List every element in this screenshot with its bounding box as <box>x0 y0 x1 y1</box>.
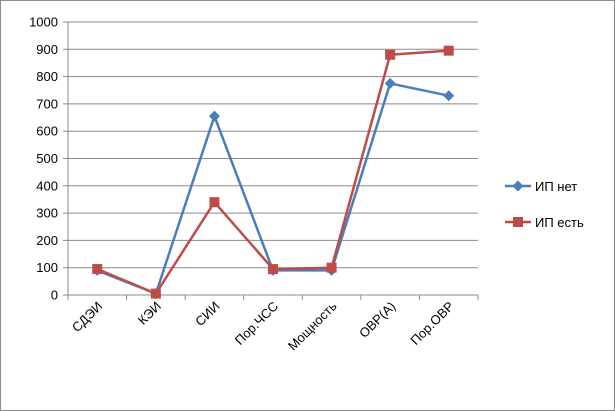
data-point <box>385 49 396 60</box>
y-tick-label: 200 <box>36 233 58 248</box>
y-tick-label: 700 <box>36 96 58 111</box>
x-tick-label: СДЭИ <box>69 299 105 335</box>
y-tick-label: 900 <box>36 42 58 57</box>
data-point <box>268 264 278 275</box>
x-tick-label: ОВР(А) <box>356 299 398 341</box>
legend-marker <box>513 217 523 227</box>
y-tick-label: 1000 <box>29 15 58 30</box>
y-tick-label: 300 <box>36 206 58 221</box>
data-point <box>150 288 161 299</box>
data-point <box>92 264 103 275</box>
y-axis-ticks: 0 100 200 300 400 500 600 700 800 900 1000 <box>29 15 58 303</box>
data-point <box>208 110 220 122</box>
legend-label: ИП есть <box>535 215 584 230</box>
data-point <box>443 45 454 56</box>
x-axis-ticks: СДЭИ КЭИ СИИ Пор.ЧСС Мощность ОВР(А) Пор.ОВР <box>69 298 457 353</box>
x-tick-label: КЭИ <box>135 299 164 328</box>
series-group <box>91 45 455 300</box>
series-2 <box>92 45 454 299</box>
series-line <box>96 49 449 295</box>
axes <box>63 21 479 300</box>
data-point <box>443 90 455 102</box>
x-tick-label: Пор.ОВР <box>407 299 456 348</box>
legend: ИП нет ИП есть <box>505 179 584 230</box>
gridlines <box>68 21 478 269</box>
x-tick-label: СИИ <box>192 299 222 329</box>
y-tick-label: 0 <box>51 288 58 303</box>
y-tick-label: 500 <box>36 151 58 166</box>
x-tick-label: Пор.ЧСС <box>232 299 281 348</box>
data-point <box>209 197 220 208</box>
y-tick-label: 100 <box>36 260 58 275</box>
series-line <box>96 82 449 295</box>
legend-item: ИП есть <box>505 215 584 230</box>
legend-marker <box>512 180 524 192</box>
legend-item: ИП нет <box>505 179 577 194</box>
data-point <box>326 262 337 273</box>
y-tick-label: 600 <box>36 124 58 139</box>
y-tick-label: 400 <box>36 178 58 193</box>
legend-label: ИП нет <box>535 179 577 194</box>
data-point <box>384 77 396 89</box>
x-tick-label: Мощность <box>285 298 340 353</box>
y-tick-label: 800 <box>36 69 58 84</box>
